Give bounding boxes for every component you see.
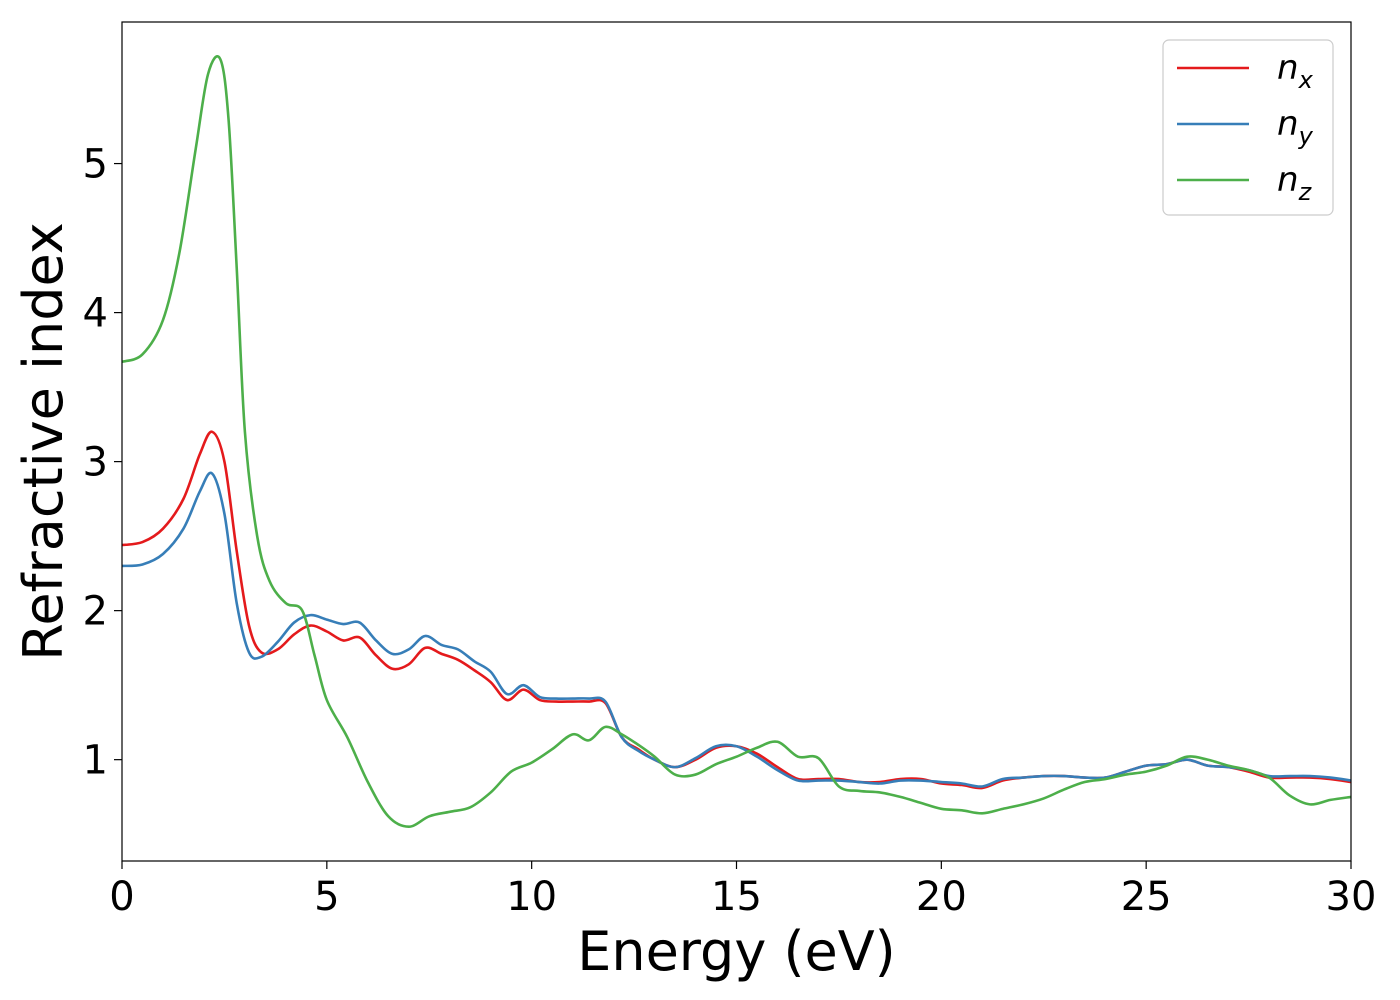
- legend-label-nx: nx: [1277, 48, 1314, 94]
- x-tick-label: 5: [314, 874, 339, 920]
- x-tick-label: 15: [711, 874, 762, 920]
- y-axis-label: Refractive index: [12, 222, 75, 661]
- series-layer: [122, 55, 1351, 829]
- legend: nx ny nz: [1162, 39, 1334, 216]
- legend-label-ny: ny: [1277, 104, 1314, 150]
- y-axis-ticks: 1 2 3 4 5: [83, 142, 122, 784]
- y-tick-label: 3: [83, 440, 108, 486]
- legend-label-nz: nz: [1277, 160, 1313, 206]
- x-tick-label: 20: [916, 874, 967, 920]
- x-tick-label: 10: [506, 874, 557, 920]
- x-axis-label: Energy (eV): [577, 920, 896, 983]
- legend-box: [1162, 39, 1334, 216]
- x-axis-ticks: 0 5 10 15 20 25 30: [109, 861, 1376, 920]
- series-line-nz: [122, 55, 1351, 829]
- y-tick-label: 2: [83, 589, 108, 635]
- y-tick-label: 1: [83, 738, 108, 784]
- x-tick-label: 0: [109, 874, 134, 920]
- y-tick-label: 4: [83, 291, 108, 337]
- x-tick-label: 25: [1121, 874, 1172, 920]
- y-tick-label: 5: [83, 142, 108, 188]
- x-tick-label: 30: [1326, 874, 1377, 920]
